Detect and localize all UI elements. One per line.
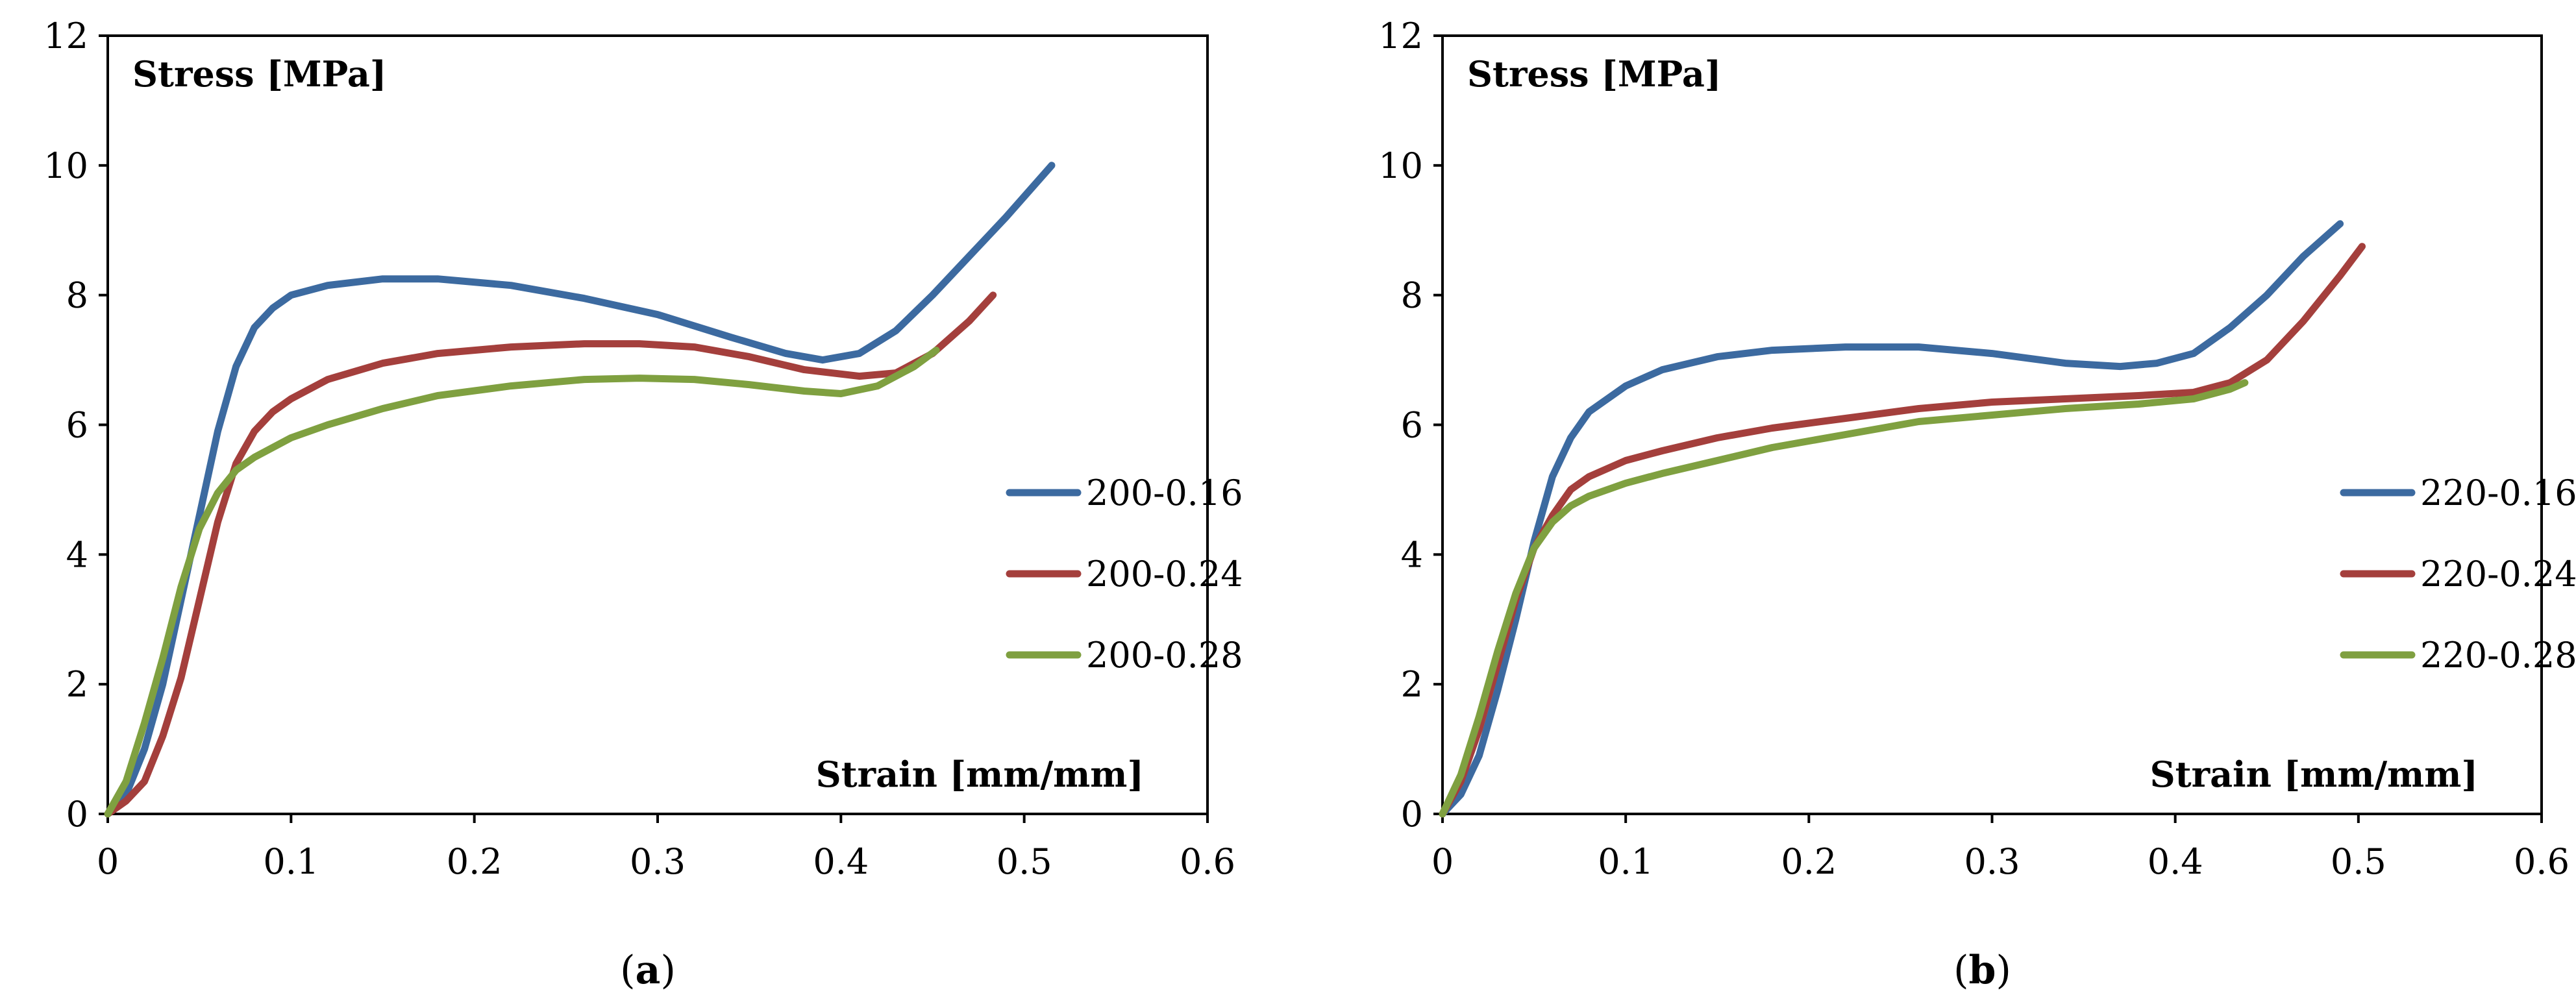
x-tick-label: 0.3 bbox=[630, 841, 686, 882]
x-axis-title: Strain [mm/mm] bbox=[2150, 754, 2478, 795]
legend: 200-0.16 200-0.24 200-0.28 bbox=[1006, 473, 1243, 676]
y-tick-label: 4 bbox=[1401, 534, 1423, 575]
x-tick-label: 0.4 bbox=[2148, 841, 2203, 882]
x-tick-label: 0.4 bbox=[813, 841, 869, 882]
legend-label: 200-0.24 bbox=[1086, 554, 1243, 595]
legend: 220-0.16 220-0.24 220-0.28 bbox=[2340, 473, 2576, 676]
series-line-220-0.16 bbox=[1439, 220, 2344, 818]
chart-panel-b: 0 2 4 6 8 10 12 0 0.1 0.2 0.3 0.4 0.5 0.6 Stress [MPa]… bbox=[1378, 16, 2576, 993]
legend-label: 200-0.16 bbox=[1086, 473, 1243, 513]
y-tick-label: 0 bbox=[66, 794, 88, 835]
legend-label: 220-0.28 bbox=[2420, 635, 2576, 676]
y-tick-label: 12 bbox=[43, 16, 88, 56]
x-tick-label: 0 bbox=[97, 841, 119, 882]
caption-letter: a bbox=[636, 948, 661, 993]
x-tick-label: 0.6 bbox=[2514, 841, 2570, 882]
legend-label: 220-0.16 bbox=[2420, 473, 2576, 513]
x-tick-label: 0.1 bbox=[1598, 841, 1653, 882]
y-tick-label: 2 bbox=[1401, 664, 1423, 705]
caption-open-paren: ( bbox=[620, 948, 635, 993]
x-tick-label: 0.5 bbox=[997, 841, 1052, 882]
panel-caption: (a) bbox=[620, 948, 676, 993]
legend-label: 220-0.24 bbox=[2420, 554, 2576, 595]
legend-label: 200-0.28 bbox=[1086, 635, 1243, 676]
y-tick-label: 4 bbox=[66, 534, 88, 575]
y-tick-label: 10 bbox=[43, 145, 88, 186]
series-line-220-0.28 bbox=[1439, 379, 2249, 818]
series-line-200-0.28 bbox=[104, 347, 940, 818]
x-tick-label: 0.2 bbox=[1781, 841, 1837, 882]
x-tick-label: 0.5 bbox=[2331, 841, 2386, 882]
x-axis-title: Strain [mm/mm] bbox=[816, 754, 1144, 795]
x-tick-label: 0.1 bbox=[263, 841, 319, 882]
y-tick-label: 6 bbox=[1401, 405, 1423, 446]
y-tick-label: 2 bbox=[66, 664, 88, 705]
x-tick-label: 0.3 bbox=[1964, 841, 2020, 882]
panel-caption: (b) bbox=[1953, 948, 2011, 993]
x-tick-label: 0 bbox=[1431, 841, 1454, 882]
caption-open-paren: ( bbox=[1953, 948, 1968, 993]
y-tick-label: 12 bbox=[1378, 16, 1423, 56]
y-tick-label: 0 bbox=[1401, 794, 1423, 835]
caption-letter: b bbox=[1969, 948, 1996, 993]
caption-close-paren: ) bbox=[660, 948, 675, 993]
y-tick-label: 6 bbox=[66, 405, 88, 446]
x-tick-label: 0.2 bbox=[447, 841, 502, 882]
y-axis-title: Stress [MPa] bbox=[1467, 53, 1721, 95]
y-tick-label: 8 bbox=[66, 275, 88, 316]
y-tick-label: 10 bbox=[1378, 145, 1423, 186]
chart-panel-a: 0 2 4 6 8 10 12 0 0.1 0.2 0.3 0.4 0.5 0.6 Stress [MPa]… bbox=[43, 16, 1243, 993]
y-axis-title: Stress [MPa] bbox=[132, 53, 386, 95]
x-tick-label: 0.6 bbox=[1180, 841, 1235, 882]
caption-close-paren: ) bbox=[1996, 948, 2011, 993]
series-line-200-0.24 bbox=[104, 291, 997, 818]
y-tick-label: 8 bbox=[1401, 275, 1423, 316]
